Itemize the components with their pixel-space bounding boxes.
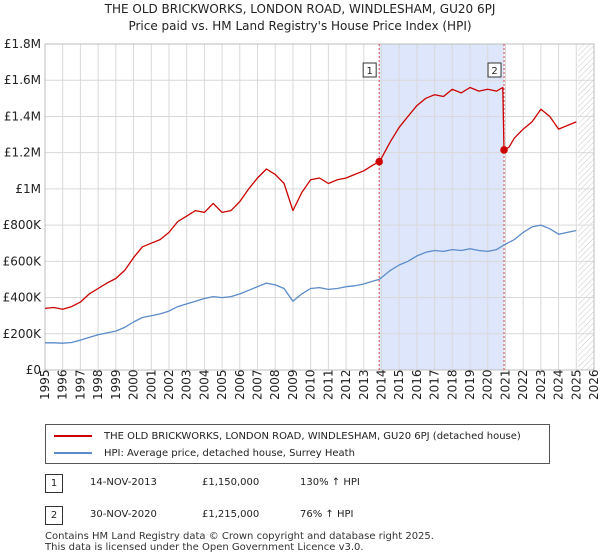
x-tick-label: 2015	[392, 369, 406, 400]
sale-number-badge: 1	[45, 474, 63, 493]
y-tick-label: £800K	[3, 218, 43, 232]
x-tick-label: 2002	[162, 369, 176, 400]
x-tick-label: 1999	[109, 369, 123, 400]
chart-title: THE OLD BRICKWORKS, LONDON ROAD, WINDLES…	[104, 2, 496, 16]
x-tick-label: 2009	[286, 369, 300, 400]
sale-label-box	[487, 62, 502, 78]
sale-label-number: 2	[491, 66, 497, 77]
x-tick-label: 2025	[569, 369, 583, 400]
hpi-line	[45, 224, 577, 344]
legend-swatch-property	[54, 435, 92, 437]
x-tick-label: 2023	[534, 369, 548, 400]
sale-price: £1,215,000	[202, 509, 260, 520]
chart-plot: 1 2 £0 £200K £400K £600K £800K £1M £1.2M £1.4M £1…	[3, 37, 600, 400]
x-tick-label: 2008	[268, 369, 282, 400]
y-tick-label: £200K	[3, 327, 43, 341]
x-tick-label: 2018	[445, 369, 459, 400]
legend-swatch-hpi	[54, 452, 92, 454]
legend-item-property: THE OLD BRICKWORKS, LONDON ROAD, WINDLES…	[54, 428, 521, 444]
legend-item-hpi: HPI: Average price, detached house, Surr…	[54, 445, 355, 461]
y-tick-label: £1.4M	[4, 109, 41, 123]
sale-row: 1 14-NOV-2013 £1,150,000 130% ↑ HPI	[45, 474, 545, 494]
footer-licence: This data is licensed under the Open Gov…	[45, 542, 364, 553]
x-tick-label: 1995	[38, 369, 52, 400]
x-tick-label: 2001	[144, 369, 158, 400]
x-tick-label: 2007	[251, 369, 265, 400]
x-tick-label: 2022	[516, 369, 530, 400]
y-tick-label: £1.2M	[4, 146, 41, 160]
chart-subtitle: Price paid vs. HM Land Registry's House …	[128, 19, 472, 33]
sale-date: 14-NOV-2013	[90, 477, 157, 488]
x-tick-label: 2017	[428, 369, 442, 400]
legend-label-hpi: HPI: Average price, detached house, Surr…	[104, 447, 355, 459]
legend-label-property: THE OLD BRICKWORKS, LONDON ROAD, WINDLES…	[104, 430, 521, 442]
x-tick-label: 1996	[56, 369, 70, 400]
x-tick-label: 2016	[410, 369, 424, 400]
x-tick-label: 2011	[321, 369, 335, 400]
sale-point	[500, 146, 508, 154]
y-tick-label: £1M	[15, 182, 41, 196]
ownership-period-shade	[379, 44, 505, 370]
sale-date: 30-NOV-2020	[90, 509, 157, 520]
x-tick-label: 2014	[374, 369, 388, 400]
sale-price: £1,150,000	[202, 477, 260, 488]
x-tick-label: 2005	[215, 369, 229, 400]
sale-label-box	[362, 62, 377, 78]
sale-hpi-change: 76% ↑ HPI	[300, 509, 354, 520]
x-tick-label: 2004	[197, 369, 211, 400]
sale-hpi-change: 130% ↑ HPI	[300, 477, 360, 488]
x-tick-label: 2024	[552, 369, 566, 400]
plot-frame	[44, 43, 595, 371]
sale-point	[375, 157, 383, 166]
x-tick-label: 2012	[339, 369, 353, 400]
property-price-line	[44, 86, 577, 310]
x-tick-label: 2019	[463, 369, 477, 400]
x-tick-label: 2013	[357, 369, 371, 400]
x-tick-label: 2020	[481, 369, 495, 400]
x-tick-label: 2010	[304, 369, 318, 400]
x-tick-label: 1998	[91, 369, 105, 400]
x-tick-label: 2026	[587, 369, 600, 400]
forecast-hatch	[578, 44, 594, 370]
y-tick-label: £600K	[3, 254, 43, 268]
x-tick-label: 2003	[180, 369, 194, 400]
x-tick-label: 2021	[498, 369, 512, 400]
footer: Contains HM Land Registry data © Crown c…	[45, 531, 434, 553]
y-tick-label: £1.6M	[4, 73, 41, 87]
sale-label-number: 1	[366, 66, 372, 77]
sale-row: 2 30-NOV-2020 £1,215,000 76% ↑ HPI	[45, 506, 545, 526]
y-tick-label: £1.8M	[4, 37, 41, 51]
x-tick-label: 1997	[73, 369, 87, 400]
y-tick-label: £0	[26, 363, 41, 377]
y-tick-label: £400K	[3, 291, 43, 305]
x-tick-label: 2000	[127, 369, 141, 400]
sale-number-badge: 2	[45, 506, 63, 525]
footer-copyright: Contains HM Land Registry data © Crown c…	[45, 531, 434, 542]
x-tick-label: 2006	[233, 369, 247, 400]
chart-legend: THE OLD BRICKWORKS, LONDON ROAD, WINDLES…	[45, 424, 550, 464]
